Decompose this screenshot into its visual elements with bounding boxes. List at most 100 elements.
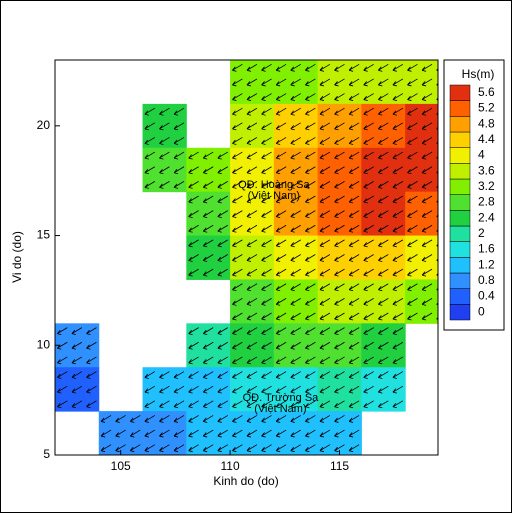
arrow [173,151,185,160]
arrow [392,268,404,277]
arrow [290,400,301,409]
arrow [232,122,243,131]
arrow [334,298,345,306]
arrow [407,224,418,233]
arrow [232,400,243,409]
arrow [173,444,185,453]
arrow [334,254,345,262]
arrow [348,107,360,116]
arrow [392,122,404,131]
arrow [261,385,272,394]
arrow [290,137,301,145]
arrow [348,312,360,321]
arrow [232,78,243,87]
arrow [246,385,258,394]
arrow [188,327,199,336]
arrow [261,444,272,453]
arrow [319,444,331,453]
arrow [319,78,331,87]
arrow [217,415,228,423]
arrow [334,444,345,453]
cell [405,60,438,105]
colorbar-swatch [449,116,471,133]
colorbar-label: 4 [478,148,485,162]
arrow [334,268,345,277]
arrow [290,181,301,189]
arrow [217,371,228,379]
arrow [188,166,199,175]
arrow [348,151,360,160]
arrow [71,356,83,365]
arrow [246,107,258,116]
arrow [334,122,345,131]
arrow [261,107,272,116]
arrow [275,298,287,306]
arrow [159,107,170,116]
arrow [436,229,438,232]
arrow [363,254,374,262]
arrow [421,239,433,248]
arrow [305,195,316,204]
arrow [421,181,433,189]
arrow [217,254,228,262]
arrow [129,415,141,423]
arrow [246,93,258,101]
arrow [261,283,272,292]
arrow [246,254,258,262]
arrow [188,151,199,160]
arrow [159,166,170,175]
arrow [363,210,374,218]
annotation: QĐ. Hoàng Sa [238,179,310,191]
colorbar-label: 3.2 [478,179,495,193]
arrow [305,429,316,438]
arrow [275,444,287,453]
arrow [188,224,199,233]
arrow [392,400,404,409]
arrow [407,254,418,262]
arrow [290,122,301,131]
arrow [275,224,287,233]
arrow [348,122,360,131]
arrow [392,166,404,175]
arrow [261,239,272,248]
arrow [392,371,404,379]
arrow [275,63,287,72]
arrow [188,341,199,350]
arrow [261,122,272,131]
arrow [290,298,301,306]
arrow [261,78,272,87]
arrow [232,210,243,218]
arrow [188,356,199,365]
arrow [159,415,170,423]
plot-border [54,59,439,456]
arrow [436,170,438,174]
arrow [217,151,228,160]
arrow [319,415,331,423]
arrow [246,371,258,379]
arrow [407,166,418,175]
arrow [334,341,345,350]
arrow [246,195,258,204]
colorbar-swatch [449,272,471,289]
cell [405,147,438,193]
arrow [217,444,228,453]
arrow [232,356,243,365]
arrow [56,385,68,394]
arrow [436,126,438,130]
y-tick-label: 20 [37,118,51,132]
arrow [290,166,301,175]
arrow [377,283,389,292]
arrow [348,93,360,101]
arrow [232,224,243,233]
arrow [275,166,287,175]
arrow [100,415,112,423]
arrow [202,181,214,189]
arrow [290,385,301,394]
arrow [290,268,301,277]
arrow [232,239,243,248]
arrow [348,268,360,277]
arrow [348,63,360,72]
arrow [275,341,287,350]
arrow [319,224,331,233]
arrow [407,107,418,116]
